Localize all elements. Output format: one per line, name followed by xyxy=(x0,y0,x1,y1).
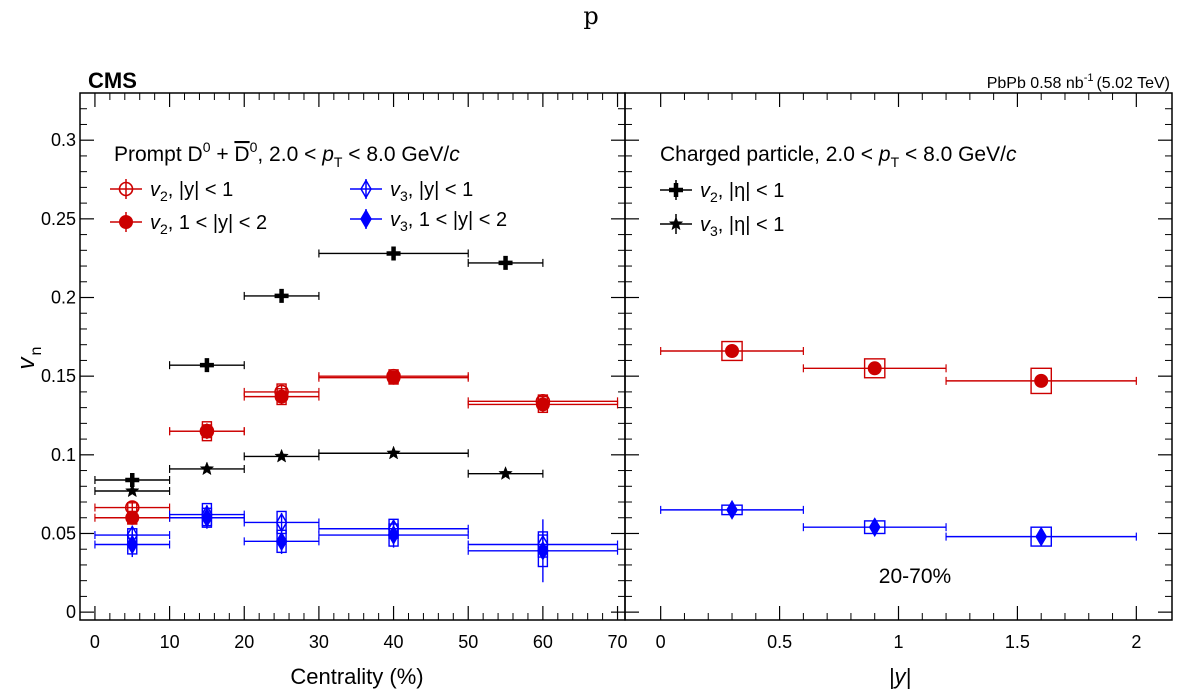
point-d_v2_fwd-0-marker xyxy=(125,510,140,525)
energy-text: (5.02 TeV) xyxy=(1096,75,1170,92)
legend-entry-0-1-label: v3, |y| < 1 xyxy=(390,179,473,204)
point-h_v3-1-marker xyxy=(199,461,215,476)
point-y_v3-2-marker xyxy=(1035,526,1048,547)
luminosity-exponent: -1 xyxy=(1084,72,1094,84)
series-h_v2 xyxy=(94,246,544,487)
y-tick-label: 0.1 xyxy=(51,445,76,465)
experiment-label: CMS xyxy=(88,68,137,93)
point-h_v2-3-marker xyxy=(386,246,401,261)
x-tick-label: 50 xyxy=(458,632,478,652)
legend-entry-1-0-marker xyxy=(669,183,683,197)
x-tick-label: 0 xyxy=(656,632,666,652)
legend-entry-0-1-marker xyxy=(360,179,372,199)
series-d_v3_fwd xyxy=(94,506,619,583)
legend-entry-0-0-marker xyxy=(118,181,134,197)
legend-title: Charged particle, 2.0 < pT < 8.0 GeV/c xyxy=(660,143,1017,170)
series-y_v3 xyxy=(660,499,1137,547)
legend-entry-0-3-label: v3, 1 < |y| < 2 xyxy=(390,209,507,234)
legend-entry-0-2-label: v2, 1 < |y| < 2 xyxy=(150,212,267,237)
point-y_v3-0-marker xyxy=(726,499,738,520)
y-tick-label: 0.15 xyxy=(41,366,76,386)
point-d_v3_fwd-4-marker xyxy=(537,540,549,561)
legend-entry-1-1-label: v3, |η| < 1 xyxy=(700,214,784,239)
y-tick-label: 0.05 xyxy=(41,523,76,543)
y-axis-symbol: v xyxy=(13,355,40,369)
y-tick-label: 0.2 xyxy=(51,288,76,308)
point-d_v2_fwd-3-marker xyxy=(386,370,401,385)
x-tick-label: 10 xyxy=(160,632,180,652)
series-y_v2 xyxy=(660,340,1137,395)
y-axis-subscript: n xyxy=(28,347,45,356)
legend-entry-0-0-label: v2, |y| < 1 xyxy=(150,179,233,204)
point-h_v2-4-marker xyxy=(498,255,513,270)
right-panel: 0 0.5 1 1.5 2 Charged particle, 2.0 < pT < 8.… xyxy=(624,92,1173,652)
point-y_v2-0-marker xyxy=(725,343,740,358)
left-panel: 0 10 20 30 40 50 60 70 0 0.05 0.1 0.15 0.2 0.25 0.3 Pro… xyxy=(41,92,628,652)
x-tick-label: 20 xyxy=(234,632,254,652)
point-d_v2_fwd-1-marker xyxy=(199,424,214,439)
point-h_v3-4-marker xyxy=(498,466,513,480)
x-tick-label: 0.5 xyxy=(767,632,792,652)
luminosity-text: PbPb 0.58 nb xyxy=(987,75,1084,92)
point-d_v3_fwd-0-marker xyxy=(126,534,139,555)
panel-frame xyxy=(624,92,1173,621)
x-tick-label: 70 xyxy=(608,632,628,652)
luminosity-label: PbPb 0.58 nb-1 (5.02 TeV) xyxy=(987,72,1170,92)
x-tick-label: 30 xyxy=(309,632,329,652)
point-y_v2-2-marker xyxy=(1034,373,1049,388)
x-tick-label: 1 xyxy=(893,632,903,652)
point-h_v3-2-marker xyxy=(274,448,289,463)
legend-entry-1-1-marker xyxy=(668,216,684,231)
y-tick-label: 0.25 xyxy=(41,209,76,229)
point-d_v3_fwd-3-marker xyxy=(387,525,400,546)
point-y_v3-1-marker xyxy=(868,517,881,538)
centrality-annotation: 20-70% xyxy=(879,565,951,588)
top-letter: p xyxy=(583,2,599,30)
point-h_v2-2-marker xyxy=(274,288,289,303)
x-tick-label: 0 xyxy=(90,632,100,652)
x-tick-label: 2 xyxy=(1131,632,1141,652)
legend-entry-0-3-marker xyxy=(360,209,372,229)
point-d_v2_fwd-4-marker xyxy=(535,397,550,412)
series-d_v2_fwd xyxy=(94,370,619,525)
series-h_v3 xyxy=(94,445,544,498)
y-axis-title: vn xyxy=(13,347,45,370)
point-h_v3-3-marker xyxy=(386,445,401,460)
y-tick-label: 0 xyxy=(66,602,76,622)
point-d_v2_fwd-2-marker xyxy=(274,389,289,404)
series-d_v2_mid xyxy=(94,368,619,515)
point-h_v3-0-marker xyxy=(124,483,140,498)
y-tick-label: 0.3 xyxy=(51,130,76,150)
x-axis-title-left: Centrality (%) xyxy=(290,664,423,689)
point-y_v2-1-marker xyxy=(867,361,882,376)
legend-entry-0-2-marker xyxy=(119,215,133,229)
legend-entry-1-0-label: v2, |η| < 1 xyxy=(700,180,784,205)
x-tick-label: 60 xyxy=(533,632,553,652)
point-h_v2-1-marker xyxy=(199,358,214,373)
svg-text:vn: vn xyxy=(13,347,45,370)
point-d_v3_fwd-2-marker xyxy=(275,531,288,552)
x-tick-label: 40 xyxy=(384,632,404,652)
legend-title: Prompt D0 + D0, 2.0 < pT < 8.0 GeV/c xyxy=(114,139,460,170)
point-d_v3_fwd-1-marker xyxy=(201,507,213,528)
x-axis-title-right: |y| xyxy=(889,664,911,689)
x-tick-label: 1.5 xyxy=(1005,632,1030,652)
